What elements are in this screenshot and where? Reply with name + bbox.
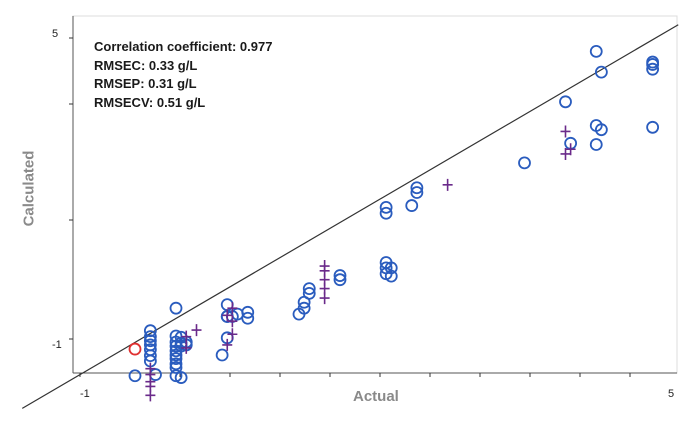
circle-point-0-50 bbox=[410, 181, 424, 195]
circle-point-0-46 bbox=[379, 206, 393, 220]
circle-point-0-51 bbox=[518, 156, 531, 170]
plus-point-2-21 bbox=[565, 143, 576, 156]
x-axis-title: Actual bbox=[353, 388, 399, 405]
circle-point-0-35 bbox=[297, 301, 311, 315]
plus-point-2-12 bbox=[227, 302, 238, 315]
circle-point-1-0 bbox=[128, 342, 142, 356]
circle-point-0-11 bbox=[169, 357, 183, 371]
circle-point-0-39 bbox=[333, 273, 347, 287]
plus-point-2-18 bbox=[442, 178, 453, 191]
circle-point-0-24 bbox=[174, 371, 188, 384]
plus-point-2-5 bbox=[181, 341, 192, 354]
x-tick-label-left: -1 bbox=[80, 388, 90, 400]
circle-point-0-45 bbox=[384, 261, 398, 275]
circle-point-0-28 bbox=[215, 348, 229, 362]
circle-point-0-12 bbox=[169, 352, 183, 365]
circle-point-0-7 bbox=[143, 324, 157, 338]
plus-point-2-17 bbox=[319, 260, 330, 273]
circle-point-0-44 bbox=[384, 269, 398, 283]
plus-point-2-4 bbox=[145, 389, 156, 402]
circle-point-0-56 bbox=[594, 123, 608, 137]
circle-point-0-5 bbox=[143, 334, 157, 348]
plus-point-2-6 bbox=[181, 330, 192, 343]
plus-point-2-19 bbox=[560, 125, 571, 138]
circle-point-0-54 bbox=[589, 138, 603, 151]
y-axis-title: Calculated bbox=[20, 150, 38, 227]
circle-point-0-52 bbox=[559, 95, 572, 109]
circle-point-0-62 bbox=[646, 120, 660, 134]
correlation-coefficient-label: Correlation coefficient: 0.977 bbox=[94, 39, 273, 54]
circle-point-0-33 bbox=[241, 311, 255, 325]
plus-point-2-11 bbox=[222, 309, 233, 322]
x-tick-label-right: 5 bbox=[668, 388, 675, 400]
circle-point-0-57 bbox=[594, 65, 608, 79]
circle-point-0-0 bbox=[128, 369, 142, 383]
rmsec-label: RMSEC: 0.33 g/L bbox=[94, 57, 198, 73]
circle-point-0-58 bbox=[589, 44, 603, 58]
circle-point-0-18 bbox=[169, 301, 183, 315]
y-tick-label-top: 5 bbox=[52, 28, 59, 40]
circle-point-0-59 bbox=[646, 62, 660, 76]
plus-point-2-20 bbox=[560, 147, 571, 160]
rmsep-label: RMSEP: 0.31 g/L bbox=[94, 76, 197, 91]
circle-point-0-38 bbox=[302, 282, 316, 295]
circle-point-0-37 bbox=[302, 286, 316, 300]
circle-point-0-47 bbox=[379, 200, 393, 214]
circle-point-0-10 bbox=[169, 361, 183, 374]
rmsecv-label: RMSECV: 0.51 g/L bbox=[94, 94, 206, 110]
circle-point-0-3 bbox=[143, 343, 157, 357]
plus-point-2-9 bbox=[227, 328, 238, 341]
circle-point-0-32 bbox=[241, 305, 255, 319]
circle-point-0-48 bbox=[405, 199, 419, 212]
circle-point-0-61 bbox=[646, 58, 660, 71]
statistics-annotations: Correlation coefficient: 0.977 RMSEC: 0.… bbox=[94, 38, 272, 112]
plus-point-2-10 bbox=[227, 315, 238, 328]
circle-point-0-4 bbox=[143, 338, 157, 352]
plus-point-2-8 bbox=[222, 338, 233, 351]
y-tick-label-bottom: -1 bbox=[52, 339, 62, 351]
circle-point-0-49 bbox=[410, 186, 424, 199]
plus-point-2-7 bbox=[191, 324, 202, 337]
circle-point-0-40 bbox=[333, 269, 347, 282]
circle-point-0-6 bbox=[143, 330, 157, 344]
